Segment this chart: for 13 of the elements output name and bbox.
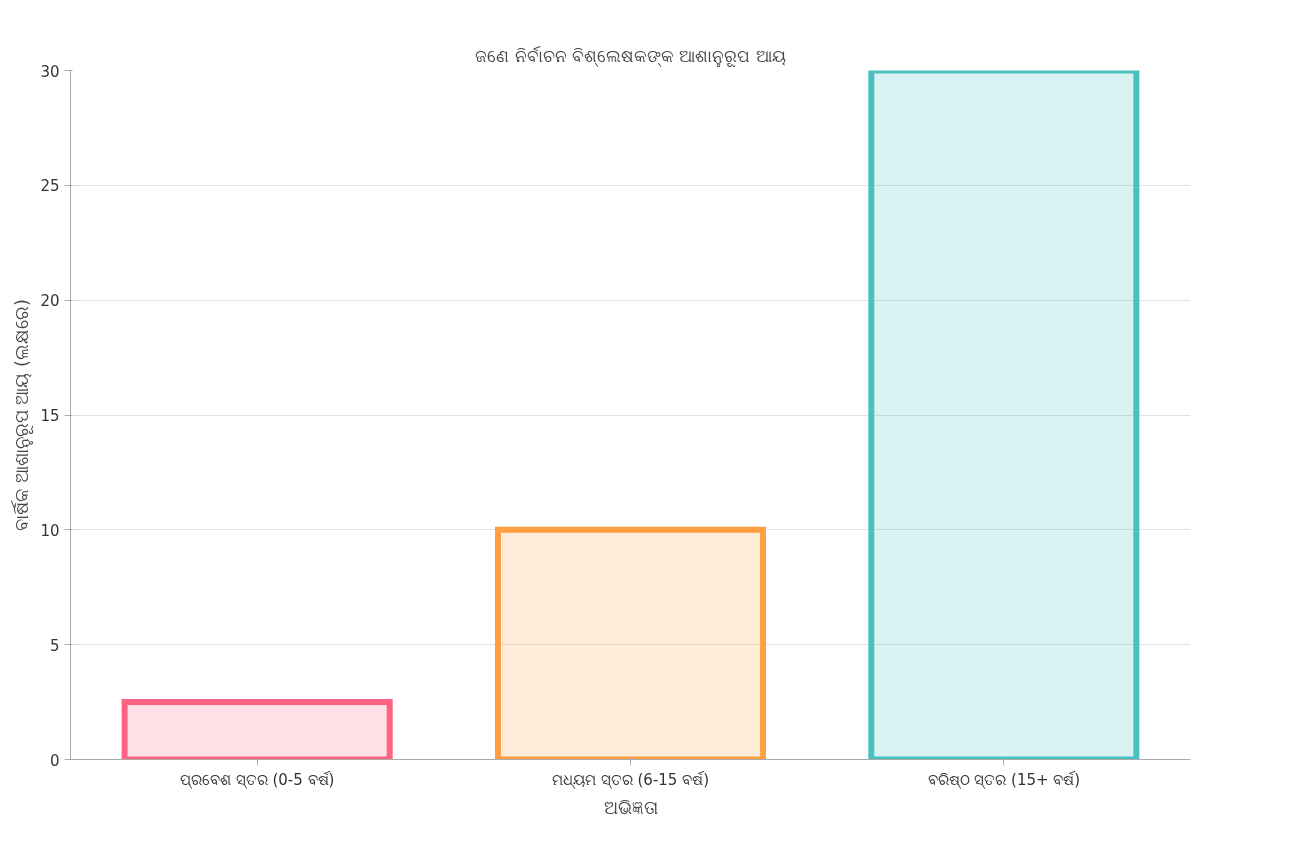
chart-title: ଜଣେ ନିର୍ବାଚନ ବିଶ୍ଲେଷକଙ୍କ ଆଶାନୁରୂପ ଆୟ xyxy=(475,45,786,68)
y-tick-label: 10 xyxy=(40,521,60,540)
y-tick-label: 20 xyxy=(40,292,60,311)
x-tick-label: ବରିଷ୍ଠ ସ୍ତର (15+ ବର୍ଷ) xyxy=(927,770,1081,789)
y-tick-label: 5 xyxy=(49,636,60,655)
x-tick-label: ମଧ୍ୟମ ସ୍ତର (6-15 ବର୍ଷ) xyxy=(551,770,710,789)
y-tick-label: 0 xyxy=(49,751,60,770)
x-axis-title: ଅଭିଜ୍ଞତା xyxy=(603,796,658,818)
y-axis-title: ବାର୍ଷିକ ଆଶାନୁରୂପ ଆୟ (ଲକ୍ଷରେ) xyxy=(11,298,35,532)
y-tick-label: 15 xyxy=(40,407,60,425)
x-tick-label: ପ୍ରବେଶ ସ୍ତର (0-5 ବର୍ଷ) xyxy=(179,770,335,789)
y-tick-label: 25 xyxy=(40,177,60,196)
y-tick-label: 30 xyxy=(40,62,60,81)
